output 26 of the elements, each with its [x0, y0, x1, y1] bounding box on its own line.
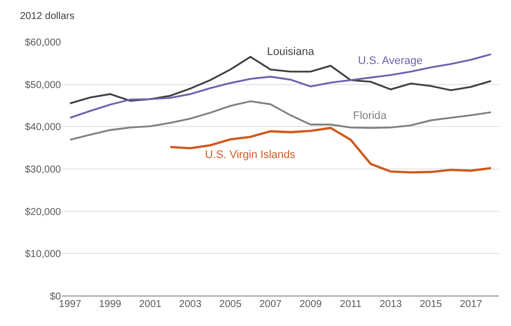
y-tick-label: $30,000 — [24, 164, 62, 176]
y-tick-label: $10,000 — [24, 249, 62, 260]
y-tick-label: $20,000 — [24, 206, 62, 218]
x-tick-label: 2003 — [179, 299, 202, 310]
y-tick-label: $60,000 — [24, 38, 62, 48]
y-tick-label: $50,000 — [24, 80, 62, 91]
line-series — [169, 126, 492, 174]
x-tick-label: 2017 — [460, 299, 482, 310]
line-series — [69, 56, 492, 104]
x-tick-label: 2011 — [340, 299, 362, 310]
series-label: Louisiana — [267, 46, 315, 58]
x-tick-label: 2013 — [380, 299, 402, 310]
series-label: U.S. Virgin Islands — [205, 149, 296, 161]
x-tick-label: 2015 — [420, 299, 442, 310]
x-tick-label: 2005 — [219, 299, 242, 310]
x-tick-label: 2009 — [299, 299, 322, 310]
line-series — [69, 100, 492, 141]
y-axis-title: 2012 dollars — [20, 11, 74, 22]
x-tick-label: 2007 — [259, 299, 282, 310]
series-label: U.S. Average — [358, 55, 423, 67]
x-tick-label: 1999 — [98, 299, 122, 310]
x-tick-label: 1997 — [58, 299, 82, 310]
y-tick-label: $40,000 — [24, 122, 62, 134]
y-tick-label: $0 — [50, 292, 62, 302]
series-label: Florida — [353, 110, 388, 122]
x-tick-label: 2001 — [139, 299, 162, 310]
